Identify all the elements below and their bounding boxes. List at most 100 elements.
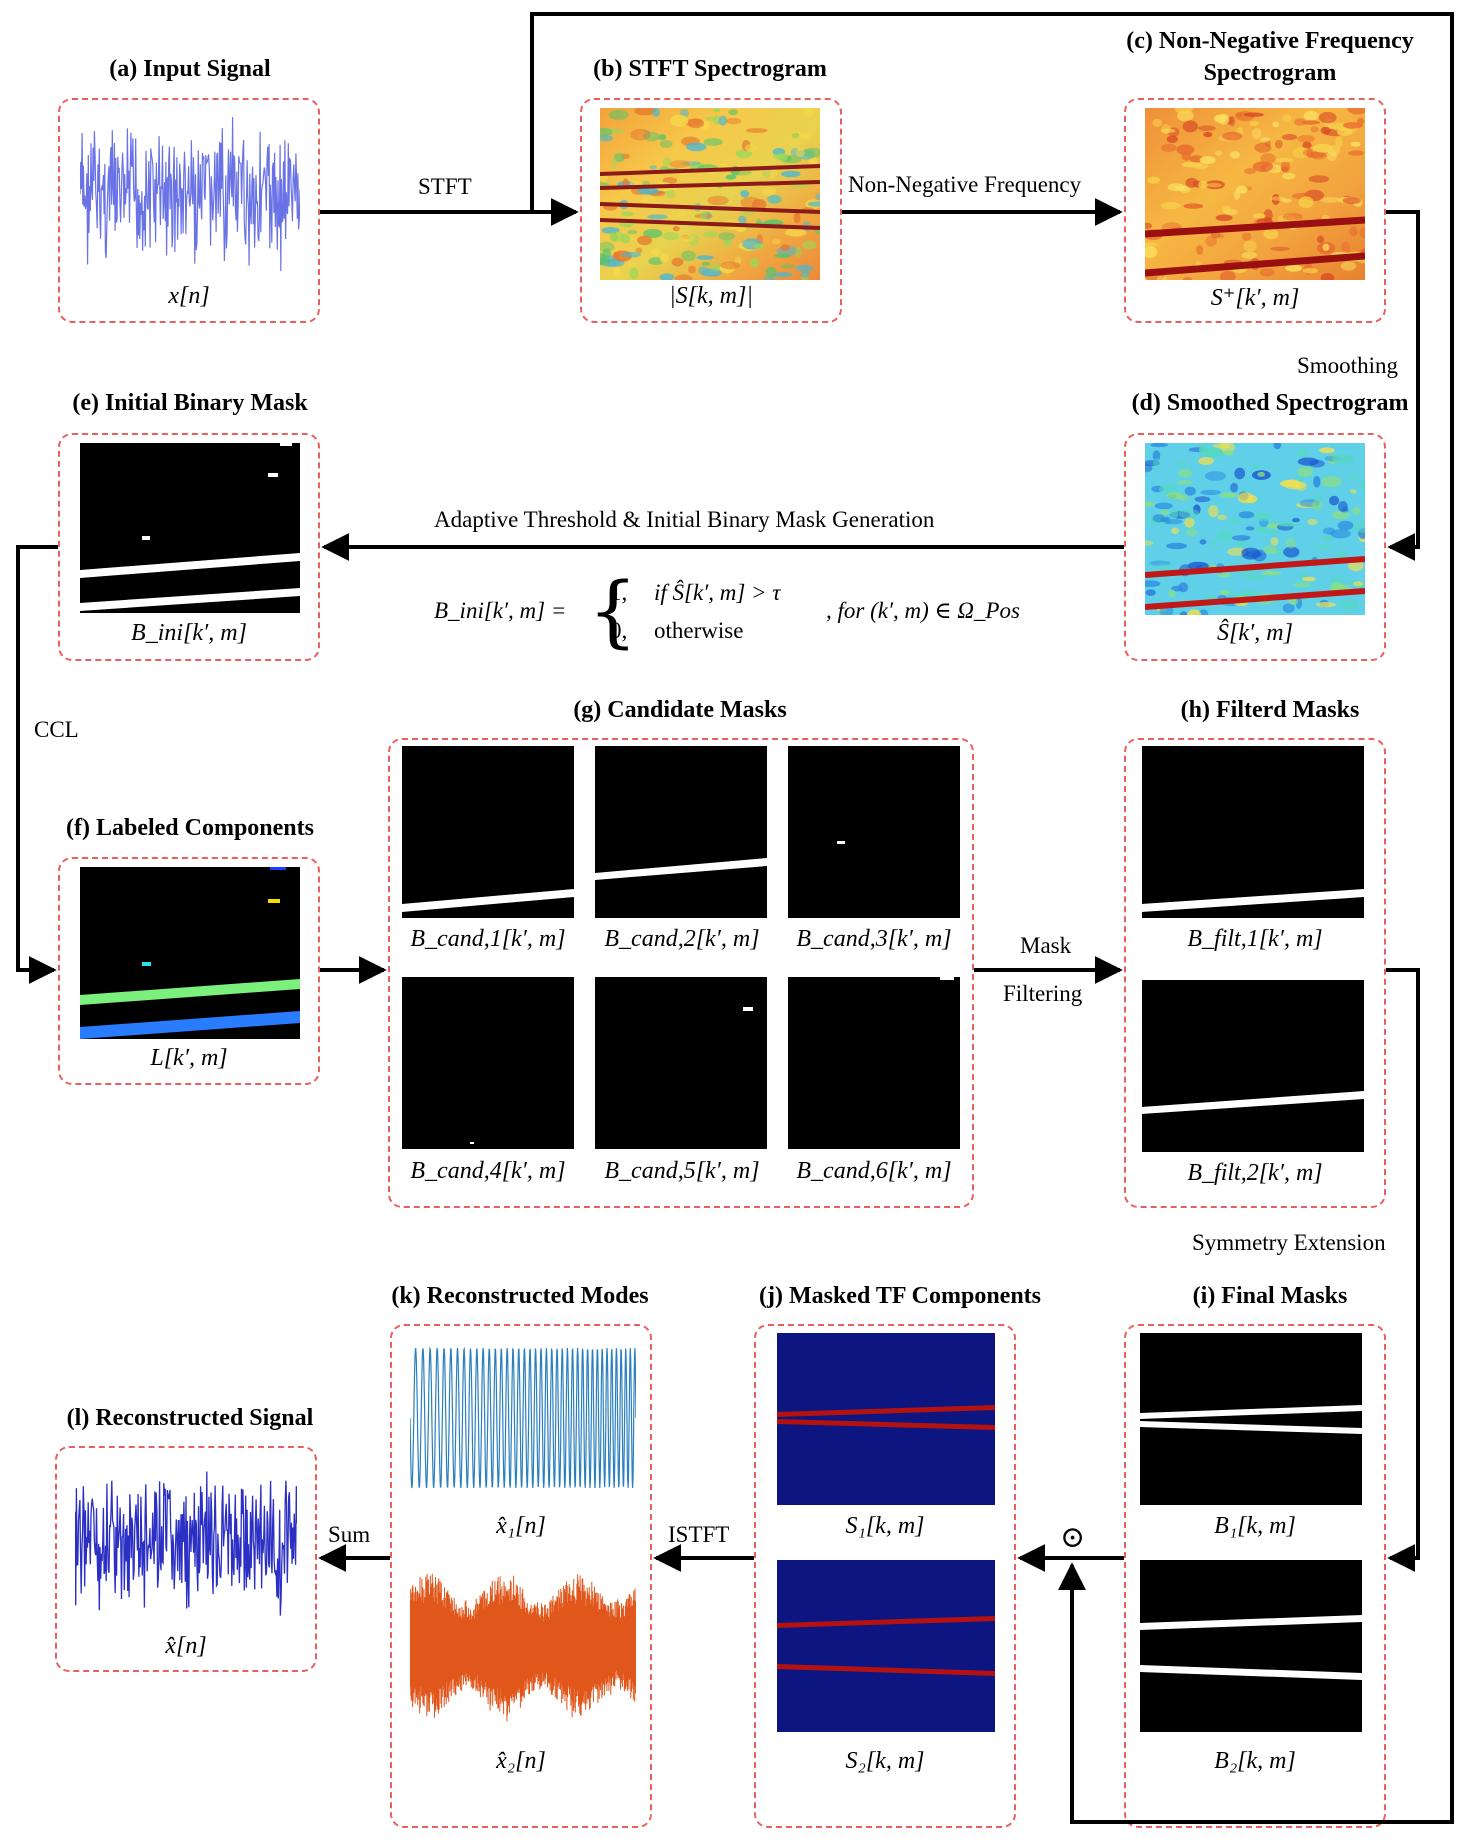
spectrogram-texture	[790, 148, 800, 157]
spectrogram-texture	[600, 241, 615, 252]
spectrogram-texture	[1245, 526, 1255, 531]
spectrogram-texture	[1227, 547, 1247, 556]
spectrogram-texture	[1217, 514, 1228, 520]
equation-case2-condition: otherwise	[654, 618, 744, 643]
spectrogram-texture	[1350, 489, 1357, 494]
edge-smoothing-label: Smoothing	[1297, 353, 1398, 378]
spectrogram-texture	[1170, 508, 1179, 520]
spectrogram-texture	[1178, 468, 1193, 478]
spectrogram-texture	[1156, 275, 1168, 280]
panel-j-title: (j) Masked TF Components	[758, 1283, 1041, 1309]
spectrogram-texture	[703, 138, 723, 146]
spectrogram-texture	[790, 131, 806, 138]
panel-i-title: (i) Final Masks	[1192, 1283, 1348, 1309]
spectrogram-texture	[1176, 144, 1195, 155]
spectrogram-texture	[620, 211, 634, 217]
spectrogram-texture	[1359, 482, 1365, 489]
spectrogram-texture	[1292, 147, 1312, 158]
equation-brace: {	[588, 567, 638, 657]
spectrogram-texture	[1209, 539, 1219, 547]
spectrogram-texture	[641, 188, 650, 193]
spectrogram-texture	[1260, 137, 1271, 142]
spectrogram-texture	[1315, 602, 1336, 608]
spectrogram-texture	[649, 165, 657, 170]
candidate-mask-1-label: B_cand,1[k′, m]	[410, 926, 566, 952]
edge-istft-label: ISTFT	[668, 1522, 730, 1547]
spectrogram-texture	[802, 108, 815, 117]
spectrogram-texture	[1298, 196, 1314, 209]
spectrogram-texture	[1302, 576, 1316, 582]
candidate-mask-2-image	[595, 746, 767, 918]
spectrogram-texture	[1214, 150, 1223, 156]
spectrogram-texture	[1320, 126, 1331, 135]
spectrogram-texture	[1204, 471, 1226, 481]
spectrogram-texture	[1179, 611, 1188, 615]
spectrogram-texture	[1174, 108, 1194, 114]
spectrogram-texture	[659, 273, 675, 280]
spectrogram-texture	[1176, 480, 1193, 485]
arrow-e-to-f	[16, 545, 58, 984]
candidate-mask-6-image	[788, 977, 960, 1149]
spectrogram-texture	[1270, 196, 1286, 201]
spectrogram-texture	[1332, 453, 1355, 464]
spectrogram-texture	[1218, 233, 1225, 239]
stft-spectrogram-image	[600, 108, 820, 280]
spectrogram-texture	[1243, 575, 1265, 581]
spectrogram-texture	[807, 201, 820, 207]
spectrogram-texture	[600, 135, 614, 142]
spectrogram-texture	[662, 232, 680, 241]
reconstructed-mode-2-plot	[410, 1573, 636, 1722]
spectrogram-texture	[1215, 214, 1233, 222]
spectrogram-texture	[1166, 492, 1183, 499]
spectrogram-texture	[1223, 449, 1234, 456]
spectrogram-texture	[1301, 120, 1321, 125]
spectrogram-texture	[1166, 542, 1188, 550]
spectrogram-texture	[686, 142, 707, 152]
spectrogram-texture	[1293, 582, 1311, 588]
spectrogram-texture	[1152, 450, 1161, 462]
spectrogram-texture	[698, 266, 708, 275]
spectrogram-texture	[1282, 198, 1292, 203]
spectrogram-texture	[702, 231, 718, 238]
spectrogram-texture	[1340, 261, 1357, 271]
spectrogram-texture	[1288, 598, 1299, 605]
final-mask-2-image	[1140, 1560, 1362, 1732]
spectrogram-texture	[1199, 156, 1216, 165]
spectrogram-texture	[1255, 527, 1267, 533]
spectrogram-texture	[1152, 514, 1165, 523]
spectrogram-texture	[744, 144, 758, 153]
spectrogram-texture	[652, 108, 660, 118]
spectrogram-texture	[1269, 246, 1291, 251]
spectrogram-texture	[772, 272, 793, 278]
spectrogram-texture	[1260, 153, 1276, 164]
spectrogram-texture	[1271, 193, 1280, 205]
spectrogram-texture	[608, 109, 629, 120]
panel-d-label: Ŝ[k′, m]	[1217, 620, 1293, 646]
spectrogram-texture	[793, 212, 801, 224]
spectrogram-texture	[1254, 142, 1272, 153]
panel-g-title: (g) Candidate Masks	[573, 697, 787, 723]
spectrogram-texture	[1336, 551, 1347, 559]
spectrogram-texture	[1222, 131, 1243, 141]
spectrogram-texture	[1186, 528, 1197, 537]
spectrogram-texture	[609, 231, 625, 242]
spectrogram-texture	[1353, 581, 1364, 587]
spectrogram-texture	[1307, 518, 1318, 525]
spectrogram-texture	[1216, 530, 1233, 542]
spectrogram-texture	[1147, 176, 1161, 184]
spectrogram-texture	[765, 266, 777, 278]
spectrogram-texture	[1145, 222, 1152, 229]
spectrogram-texture	[1273, 443, 1282, 450]
spectrogram-texture	[1198, 180, 1208, 189]
equation-lhs: B_ini[k′, m] =	[434, 598, 567, 623]
spectrogram-texture	[1153, 458, 1160, 469]
spectrogram-texture	[1238, 569, 1259, 576]
spectrogram-texture	[800, 271, 810, 278]
spectrogram-texture	[1297, 447, 1308, 459]
spectrogram-texture	[1145, 246, 1158, 259]
spectrogram-texture	[650, 248, 661, 256]
spectrogram-texture	[1176, 460, 1187, 467]
spectrogram-texture	[613, 266, 621, 277]
masked-tf-1-label: S₁[k, m]	[845, 1513, 925, 1539]
panel-d-box	[1124, 433, 1386, 661]
